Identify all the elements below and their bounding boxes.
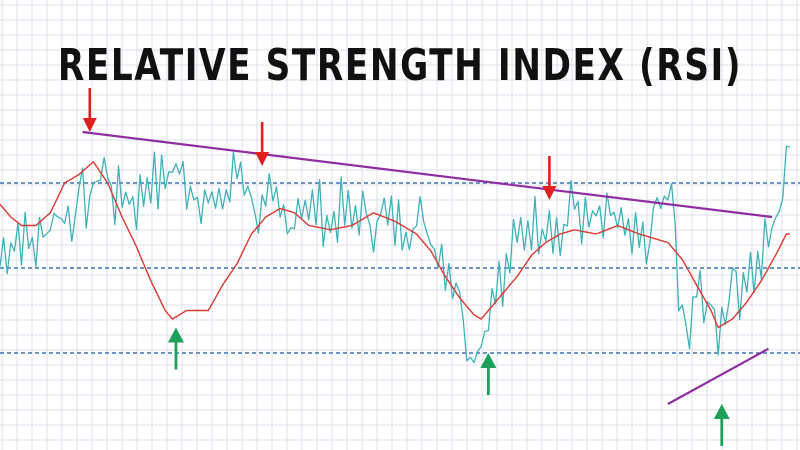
signal-markers	[82, 88, 730, 446]
series-signal	[0, 161, 790, 329]
sell-arrow-icon	[82, 88, 97, 132]
sell-arrow-head	[82, 118, 97, 132]
chart-title: RELATIVE STRENGTH INDEX (RSI)	[58, 40, 742, 91]
sell-arrow-head	[542, 186, 557, 200]
sell-arrow-head	[255, 152, 270, 166]
series-price	[0, 145, 791, 364]
sell-arrow-icon	[255, 122, 270, 166]
buy-arrow-icon	[480, 353, 497, 395]
buy-arrow-head	[167, 327, 184, 343]
buy-arrow-icon	[713, 404, 730, 446]
sell-arrow-icon	[542, 156, 557, 200]
buy-arrow-icon	[167, 327, 184, 370]
series-group	[0, 145, 791, 364]
trendlines	[82, 130, 773, 405]
trendline-resistance	[82, 130, 773, 219]
trendline-support	[667, 347, 769, 405]
reference-lines	[0, 182, 800, 354]
buy-arrow-head	[713, 404, 730, 419]
buy-arrow-head	[480, 353, 497, 368]
